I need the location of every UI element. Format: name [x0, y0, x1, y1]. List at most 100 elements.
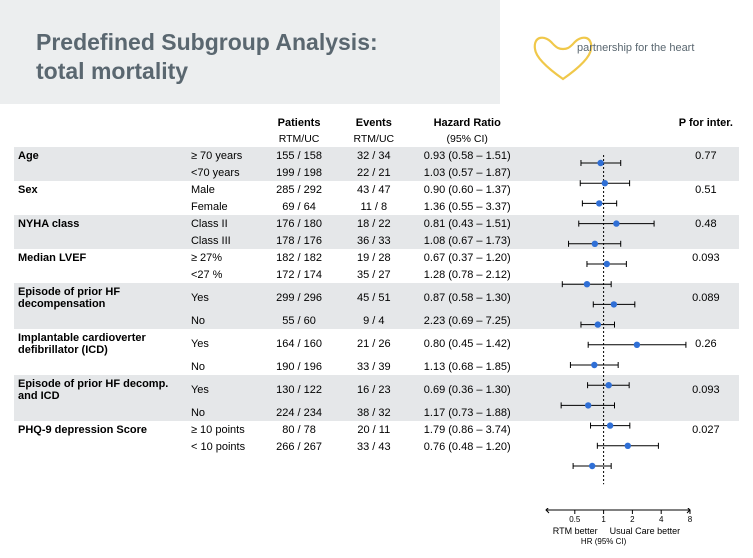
level-cell: Yes [187, 375, 262, 404]
events-cell: 43 / 47 [336, 181, 411, 198]
level-cell: ≥ 10 points [187, 421, 262, 438]
events-cell: 33 / 43 [336, 438, 411, 455]
svg-text:Usual Care better: Usual Care better [610, 526, 681, 536]
patients-cell: 178 / 176 [262, 232, 337, 249]
events-cell: 45 / 51 [336, 283, 411, 312]
subgroup-label [14, 232, 187, 249]
subgroup-label: Age [14, 147, 187, 164]
patients-cell: 155 / 158 [262, 147, 337, 164]
col-patients-sub: RTM/UC [262, 131, 337, 147]
level-cell: <27 % [187, 266, 262, 283]
col-patients: Patients [262, 115, 337, 131]
forest-plot [546, 155, 690, 535]
subgroup-label: Sex [14, 181, 187, 198]
title-header: Predefined Subgroup Analysis: total mort… [0, 0, 500, 104]
hr-cell: 1.36 (0.55 – 3.37) [411, 198, 523, 215]
patients-cell: 130 / 122 [262, 375, 337, 404]
patients-cell: 164 / 160 [262, 329, 337, 358]
logo-text: partnership for the heart [577, 42, 694, 54]
events-cell: 32 / 34 [336, 147, 411, 164]
hr-cell: 0.90 (0.60 – 1.37) [411, 181, 523, 198]
subgroup-label [14, 198, 187, 215]
svg-text:8: 8 [688, 515, 693, 524]
level-cell: Male [187, 181, 262, 198]
svg-text:4: 4 [659, 515, 664, 524]
level-cell: No [187, 404, 262, 421]
level-cell: ≥ 70 years [187, 147, 262, 164]
partnership-logo: partnership for the heart [533, 24, 713, 89]
patients-cell: 176 / 180 [262, 215, 337, 232]
subgroup-label: Implantable cardioverter defibrillator (… [14, 329, 187, 358]
forest-axis-labels: 0.51248RTM betterUsual Care betterHR (95… [510, 508, 730, 550]
patients-cell: 69 / 64 [262, 198, 337, 215]
level-cell: Class III [187, 232, 262, 249]
hr-cell: 1.08 (0.67 – 1.73) [411, 232, 523, 249]
hr-cell: 1.13 (0.68 – 1.85) [411, 358, 523, 375]
subgroup-label [14, 164, 187, 181]
hr-cell: 0.81 (0.43 – 1.51) [411, 215, 523, 232]
title-line2: total mortality [36, 58, 188, 84]
hr-cell: 0.76 (0.48 – 1.20) [411, 438, 523, 455]
level-cell: No [187, 312, 262, 329]
level-cell: Yes [187, 329, 262, 358]
subgroup-label: Median LVEF [14, 249, 187, 266]
subgroup-label [14, 438, 187, 455]
patients-cell: 285 / 292 [262, 181, 337, 198]
patients-cell: 190 / 196 [262, 358, 337, 375]
events-cell: 19 / 28 [336, 249, 411, 266]
subgroup-label: NYHA class [14, 215, 187, 232]
col-hr-sub: (95% CI) [411, 131, 523, 147]
events-cell: 20 / 11 [336, 421, 411, 438]
hr-cell: 2.23 (0.69 – 7.25) [411, 312, 523, 329]
hr-cell: 0.69 (0.36 – 1.30) [411, 375, 523, 404]
subgroup-label: PHQ-9 depression Score [14, 421, 187, 438]
events-cell: 11 / 8 [336, 198, 411, 215]
svg-text:2: 2 [630, 515, 635, 524]
patients-cell: 55 / 60 [262, 312, 337, 329]
patients-cell: 80 / 78 [262, 421, 337, 438]
hr-cell: 1.03 (0.57 – 1.87) [411, 164, 523, 181]
level-cell: < 10 points [187, 438, 262, 455]
level-cell: Class II [187, 215, 262, 232]
subgroup-label [14, 312, 187, 329]
patients-cell: 299 / 296 [262, 283, 337, 312]
subgroup-label [14, 404, 187, 421]
subgroup-label: Episode of prior HF decompensation [14, 283, 187, 312]
col-hr: Hazard Ratio [411, 115, 523, 131]
title-line1: Predefined Subgroup Analysis: [36, 29, 378, 55]
page-title: Predefined Subgroup Analysis: total mort… [36, 28, 500, 86]
subgroup-label [14, 358, 187, 375]
events-cell: 9 / 4 [336, 312, 411, 329]
level-cell: Female [187, 198, 262, 215]
svg-text:RTM better: RTM better [553, 526, 598, 536]
svg-text:0.5: 0.5 [569, 515, 581, 524]
col-events-sub: RTM/UC [336, 131, 411, 147]
events-cell: 33 / 39 [336, 358, 411, 375]
level-cell: ≥ 27% [187, 249, 262, 266]
events-cell: 21 / 26 [336, 329, 411, 358]
hr-cell: 1.17 (0.73 – 1.88) [411, 404, 523, 421]
hr-cell: 0.93 (0.58 – 1.51) [411, 147, 523, 164]
hr-cell: 0.80 (0.45 – 1.42) [411, 329, 523, 358]
level-cell: <70 years [187, 164, 262, 181]
subgroup-label: Episode of prior HF decomp. and ICD [14, 375, 187, 404]
patients-cell: 182 / 182 [262, 249, 337, 266]
events-cell: 16 / 23 [336, 375, 411, 404]
hr-cell: 0.67 (0.37 – 1.20) [411, 249, 523, 266]
col-p: P for inter. [673, 115, 739, 131]
hr-cell: 1.79 (0.86 – 3.74) [411, 421, 523, 438]
level-cell: Yes [187, 283, 262, 312]
patients-cell: 224 / 234 [262, 404, 337, 421]
events-cell: 36 / 33 [336, 232, 411, 249]
hr-cell: 0.87 (0.58 – 1.30) [411, 283, 523, 312]
events-cell: 22 / 21 [336, 164, 411, 181]
events-cell: 18 / 22 [336, 215, 411, 232]
hr-cell: 1.28 (0.78 – 2.12) [411, 266, 523, 283]
patients-cell: 266 / 267 [262, 438, 337, 455]
col-events: Events [336, 115, 411, 131]
patients-cell: 199 / 198 [262, 164, 337, 181]
subgroup-label [14, 266, 187, 283]
svg-text:1: 1 [601, 515, 606, 524]
events-cell: 35 / 27 [336, 266, 411, 283]
events-cell: 38 / 32 [336, 404, 411, 421]
